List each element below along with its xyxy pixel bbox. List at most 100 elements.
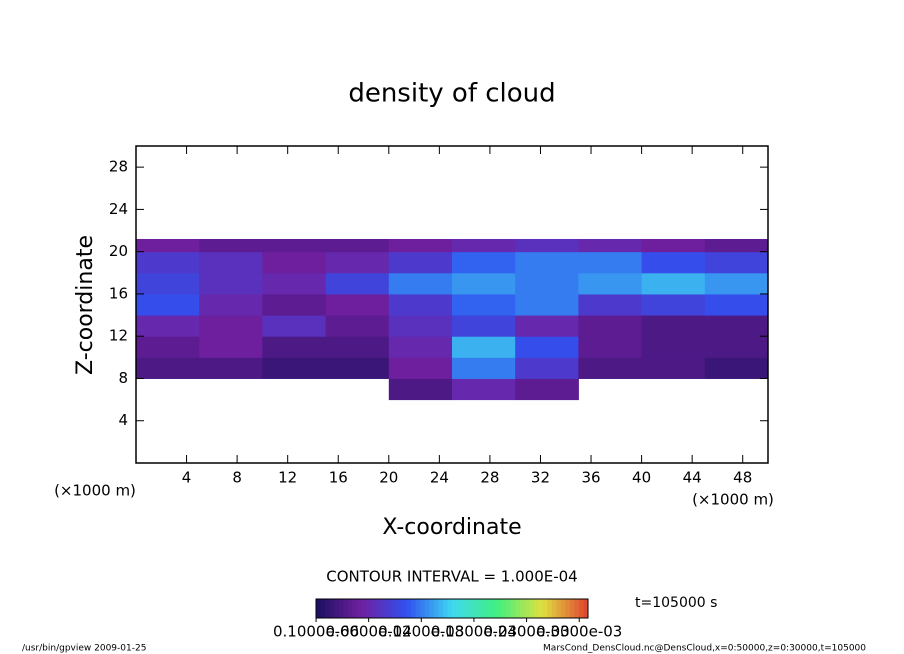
cell — [199, 315, 263, 337]
colorbar-swatch — [524, 599, 530, 618]
cell — [578, 315, 643, 337]
colorbar-swatch — [347, 599, 353, 618]
chart-title: density of cloud — [348, 79, 555, 109]
cell — [704, 357, 769, 379]
cell — [325, 293, 390, 316]
colorbar-swatch — [329, 599, 335, 618]
colorbar-swatch — [565, 599, 571, 618]
colorbar-tick-label: 0.2400e-03 — [483, 623, 569, 641]
cell — [578, 357, 643, 379]
cell — [578, 272, 643, 295]
x-tick-label: 48 — [733, 469, 752, 487]
colorbar-tick-label: 0.1800e-03 — [431, 623, 517, 641]
colorbar-swatch — [465, 599, 471, 618]
colorbar-swatch — [447, 599, 453, 618]
cell — [136, 272, 200, 295]
cell — [515, 272, 579, 295]
y-tick-label: 16 — [109, 284, 128, 302]
colorbar-swatch — [578, 599, 584, 618]
cell — [325, 357, 390, 379]
cell — [515, 378, 579, 401]
y-tick-label: 4 — [118, 411, 128, 429]
x-tick-label: 44 — [683, 469, 702, 487]
cell — [136, 315, 200, 337]
colorbar-tick-label: 0.1000e-06 — [273, 623, 359, 641]
colorbar-swatch — [420, 599, 426, 618]
colorbar-swatch — [538, 599, 544, 618]
x-tick-label: 8 — [232, 469, 242, 487]
cell — [515, 315, 579, 337]
x-tick-label: 32 — [531, 469, 550, 487]
colorbar-swatch — [438, 599, 444, 618]
cell — [388, 336, 453, 358]
x-tick-label: 24 — [430, 469, 449, 487]
colorbar-swatch — [402, 599, 408, 618]
colorbar-swatch — [560, 599, 566, 618]
cell — [199, 251, 263, 274]
colorbar-tick-label: 0.6000e-04 — [326, 623, 412, 641]
colorbar-swatch — [474, 599, 480, 618]
cell — [325, 251, 390, 274]
cell — [325, 272, 390, 295]
x-unit: (×1000 m) — [692, 491, 774, 509]
plot-frame — [135, 145, 769, 464]
colorbar-swatch — [551, 599, 557, 618]
cell — [388, 272, 453, 295]
colorbar-swatch — [320, 599, 326, 618]
cell — [199, 272, 263, 295]
x-tick-label: 40 — [632, 469, 651, 487]
cell — [578, 251, 643, 274]
cell — [704, 315, 769, 337]
colorbar-swatch — [569, 599, 575, 618]
cell — [199, 293, 263, 316]
y-tick-label: 12 — [109, 327, 128, 345]
colorbar-swatch — [384, 599, 389, 618]
cell — [515, 293, 579, 316]
x-unit: (×1000 m) — [54, 482, 136, 500]
cell — [325, 315, 390, 337]
cell — [325, 336, 390, 358]
cell — [136, 336, 200, 358]
cell — [452, 357, 516, 379]
colorbar-swatch — [479, 599, 485, 618]
cell — [704, 251, 769, 274]
cell — [641, 336, 706, 358]
cell — [262, 315, 327, 337]
cell — [388, 357, 453, 379]
colorbar-swatch — [515, 599, 521, 618]
x-tick-label: 28 — [480, 469, 499, 487]
colorbar-swatch — [325, 599, 330, 618]
colorbar-swatch — [456, 599, 462, 618]
colorbar-swatch — [520, 599, 525, 618]
cell — [325, 238, 390, 253]
y-tick-label: 8 — [118, 369, 128, 387]
cell — [452, 378, 516, 401]
colorbar-swatch — [506, 599, 512, 618]
cell — [199, 336, 263, 358]
x-tick-label: 36 — [581, 469, 600, 487]
cell — [262, 272, 327, 295]
colorbar-swatch — [556, 599, 562, 618]
cell — [515, 357, 579, 379]
y-tick-label: 20 — [109, 242, 128, 260]
time-label: t=105000 s — [635, 595, 717, 611]
colorbar-swatch — [343, 599, 349, 618]
colorbar-swatch — [529, 599, 534, 618]
colorbar-swatch — [334, 599, 340, 618]
cell — [262, 238, 327, 253]
x-tick-label: 20 — [379, 469, 398, 487]
colorbar-swatch — [388, 599, 394, 618]
cell — [641, 272, 706, 295]
colorbar-swatch — [338, 599, 344, 618]
colorbar-swatch — [442, 599, 448, 618]
colorbar-swatch — [433, 599, 439, 618]
cell — [704, 272, 769, 295]
cell — [388, 378, 453, 401]
cell — [515, 251, 579, 274]
cell — [452, 272, 516, 295]
cell — [515, 238, 579, 253]
cell — [452, 238, 516, 253]
y-tick-label: 24 — [109, 200, 128, 218]
cell — [262, 293, 327, 316]
